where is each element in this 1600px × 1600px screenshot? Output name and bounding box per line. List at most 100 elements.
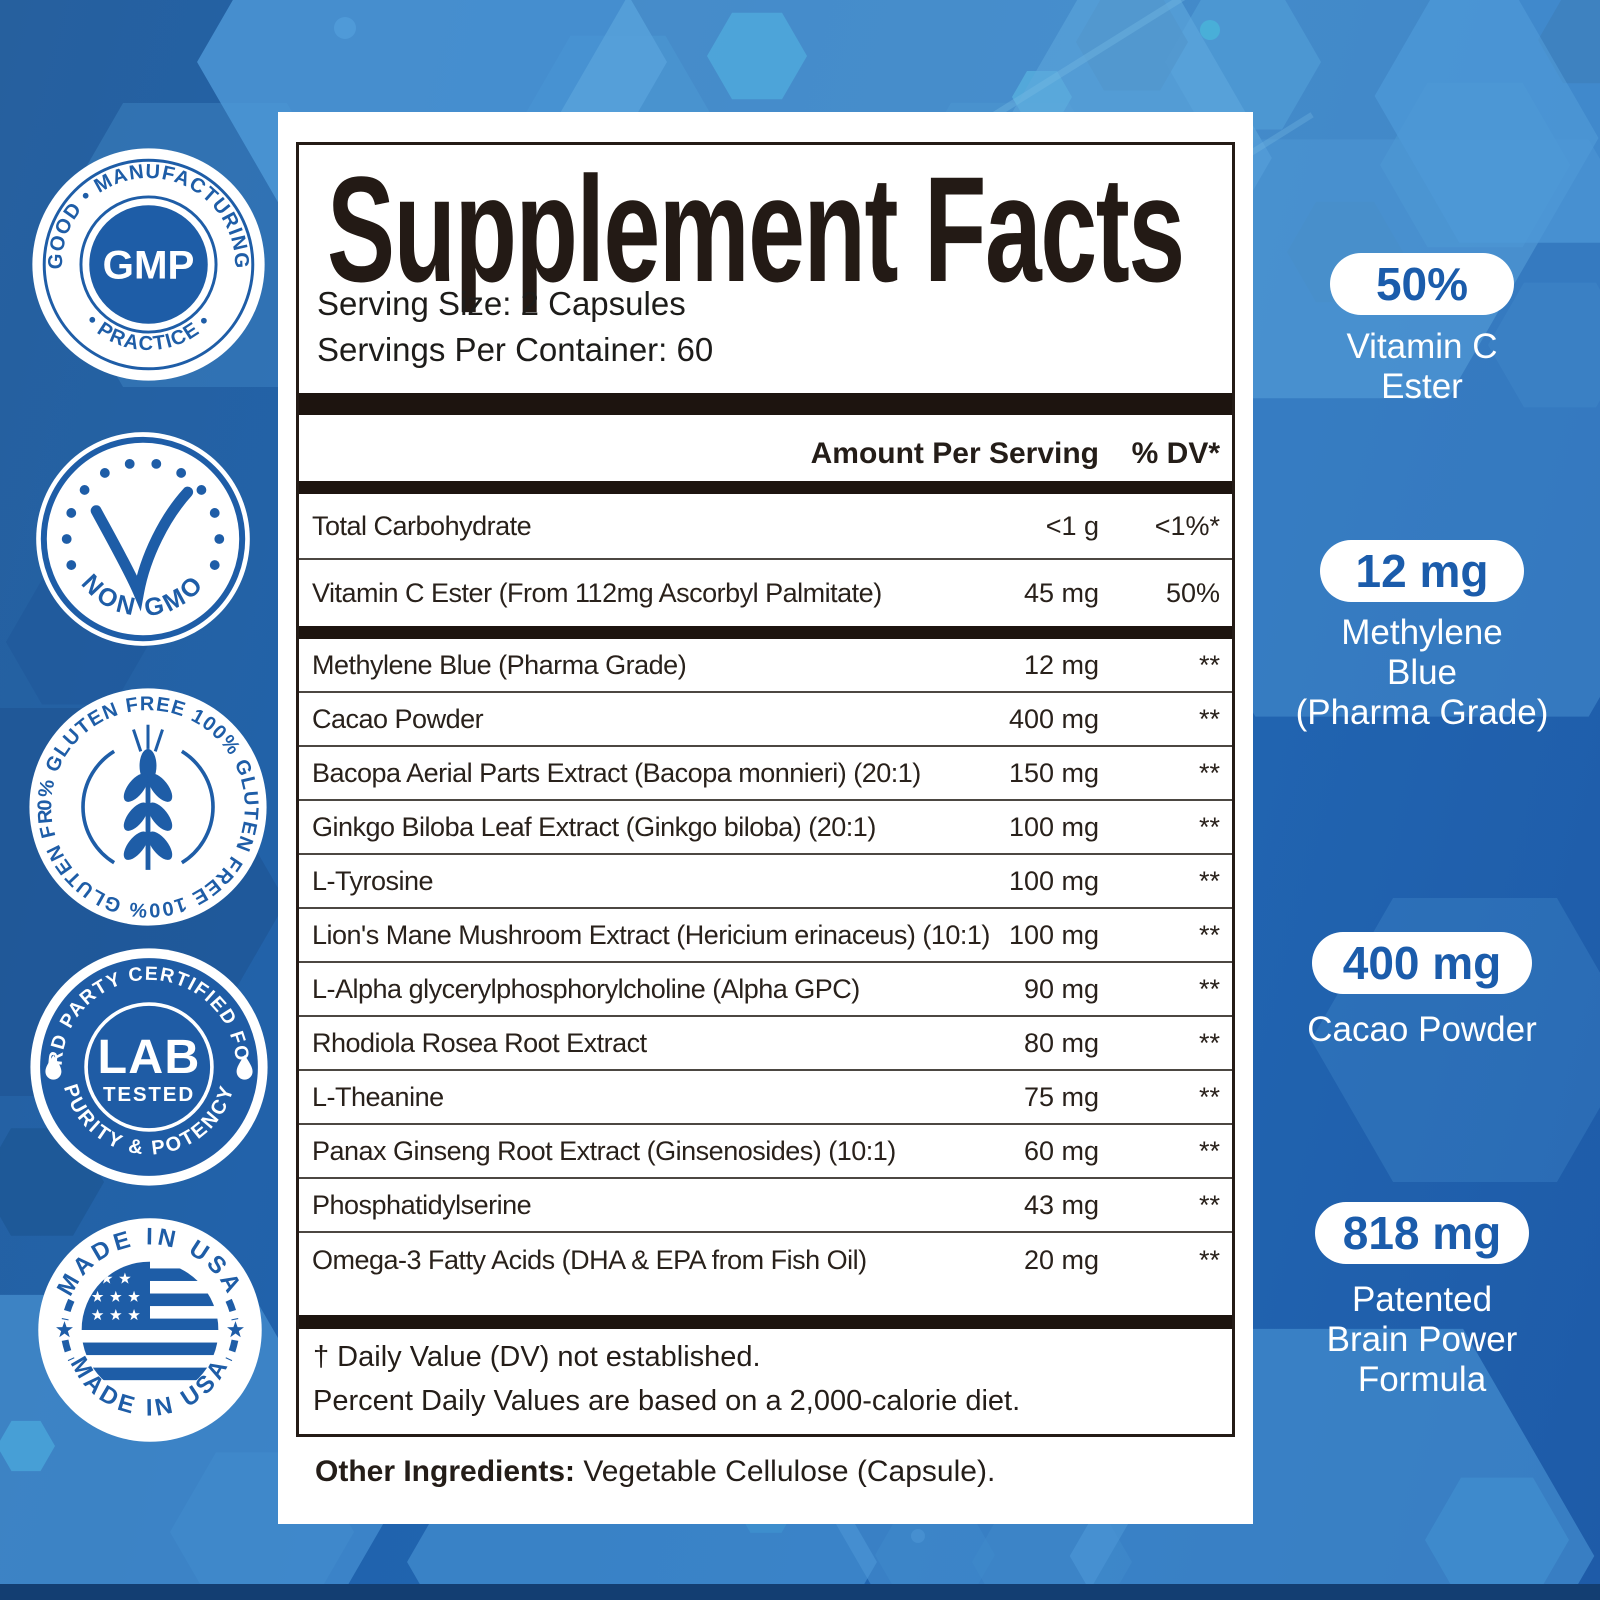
ingredient-amount: 400 mg: [1008, 703, 1099, 734]
table-row: L-Alpha glycerylphosphorylcholine (Alpha…: [299, 963, 1232, 1017]
lab-center-line2: TESTED: [103, 1083, 195, 1106]
made-in-usa-badge: MADE IN USA MADE IN USA: [36, 1216, 264, 1444]
table-row: Methylene Blue (Pharma Grade) 12 mg **: [299, 639, 1232, 693]
ingredient-name: L-Theanine: [312, 1081, 444, 1112]
table-row: Panax Ginseng Root Extract (Ginsenosides…: [299, 1125, 1232, 1179]
lab-center-line1: LAB: [97, 1030, 200, 1084]
ingredient-dv: **: [1198, 1135, 1220, 1166]
callout-label: Patented Brain Power Formula: [1326, 1280, 1518, 1399]
ingredient-name: Ginkgo Biloba Leaf Extract (Ginkgo bilob…: [312, 811, 876, 842]
ingredient-name: Bacopa Aerial Parts Extract (Bacopa monn…: [312, 757, 921, 788]
divider-bar: [299, 626, 1232, 639]
ingredient-name: Lion's Mane Mushroom Extract (Hericium e…: [312, 919, 990, 950]
nutrient-rows: Total Carbohydrate <1 g <1%* Vitamin C E…: [299, 494, 1232, 626]
other-ingredients-value: Vegetable Cellulose (Capsule).: [575, 1455, 996, 1488]
ingredient-amount: 90 mg: [1023, 973, 1099, 1004]
table-row: Total Carbohydrate <1 g <1%*: [299, 494, 1232, 560]
ingredient-name: L-Alpha glycerylphosphorylcholine (Alpha…: [312, 973, 860, 1004]
ingredient-dv: **: [1198, 811, 1220, 842]
table-row: L-Theanine 75 mg **: [299, 1071, 1232, 1125]
amount-per-serving-header: Amount Per Serving: [810, 437, 1099, 470]
facts-box: Supplement Facts Serving Size: 2 Capsule…: [296, 142, 1235, 1437]
dashed-arc: [61, 1298, 239, 1362]
gmp-center-text: GMP: [103, 243, 195, 288]
nutrient-name: Total Carbohydrate: [312, 510, 532, 541]
ingredient-dv: **: [1198, 1189, 1220, 1220]
callout-label: Methylene Blue (Pharma Grade): [1295, 613, 1549, 732]
callout-label: Cacao Powder: [1307, 1010, 1537, 1049]
facts-title: Supplement Facts: [327, 145, 1185, 313]
divider-bar-thick: [299, 1315, 1232, 1329]
gluten-free-badge: 100% GLUTEN FREE 100% GLUTEN FREE 100% G…: [27, 686, 269, 928]
table-row: Ginkgo Biloba Leaf Extract (Ginkgo bilob…: [299, 801, 1232, 855]
checkmark-icon: [90, 486, 194, 612]
ingredient-dv: **: [1198, 865, 1220, 896]
servings-per-container: Servings Per Container: 60: [317, 331, 714, 368]
callout-methylene-blue: 12 mg: [1272, 540, 1572, 602]
ingredient-dv: **: [1198, 919, 1220, 950]
footnote-dv: † Daily Value (DV) not established.: [313, 1341, 761, 1373]
wheat-icon: [123, 724, 173, 870]
ingredient-dv: **: [1198, 1081, 1220, 1112]
usa-flag-icon: [81, 1261, 219, 1399]
lab-tested-badge: 3RD PARTY CERTIFIED FOR PURITY & POTENCY…: [28, 946, 270, 1188]
ingredient-amount: 100 mg: [1008, 811, 1099, 842]
ingredient-name: Phosphatidylserine: [312, 1189, 532, 1220]
ingredient-amount: 100 mg: [1008, 865, 1099, 896]
footnote-calorie: Percent Daily Values are based on a 2,00…: [313, 1385, 1021, 1417]
nutrient-dv: <1%*: [1154, 510, 1220, 541]
table-row: Bacopa Aerial Parts Extract (Bacopa monn…: [299, 747, 1232, 801]
callout-cacao-powder: 400 mg: [1272, 932, 1572, 994]
serving-size: Serving Size: 2 Capsules: [317, 285, 686, 322]
non-gmo-badge: NON GMO: [34, 430, 252, 648]
table-row: L-Tyrosine 100 mg **: [299, 855, 1232, 909]
ingredient-amount: 20 mg: [1023, 1244, 1099, 1275]
table-row: Lion's Mane Mushroom Extract (Hericium e…: [299, 909, 1232, 963]
ingredient-name: L-Tyrosine: [312, 865, 434, 896]
ingredient-amount: 80 mg: [1023, 1027, 1099, 1058]
nutrient-amount: <1 g: [1045, 510, 1099, 541]
ingredient-amount: 60 mg: [1023, 1135, 1099, 1166]
nutrient-name: Vitamin C Ester (From 112mg Ascorbyl Pal…: [312, 577, 882, 608]
ingredient-dv: **: [1198, 1027, 1220, 1058]
ingredient-dv: **: [1198, 649, 1220, 680]
gmp-badge: GOOD • MANUFACTURING • PRACTICE • GMP: [30, 146, 267, 383]
table-row: Phosphatidylserine 43 mg **: [299, 1179, 1232, 1233]
ingredient-name: Rhodiola Rosea Root Extract: [312, 1027, 647, 1058]
callout-pill: 818 mg: [1315, 1202, 1529, 1264]
table-row: Rhodiola Rosea Root Extract 80 mg **: [299, 1017, 1232, 1071]
dotted-arc: [61, 458, 225, 570]
ingredient-amount: 43 mg: [1023, 1189, 1099, 1220]
table-row: Vitamin C Ester (From 112mg Ascorbyl Pal…: [299, 560, 1232, 626]
ingredient-rows: Methylene Blue (Pharma Grade) 12 mg ** C…: [299, 639, 1232, 1287]
ingredient-dv: **: [1198, 1244, 1220, 1275]
ingredient-amount: 150 mg: [1008, 757, 1099, 788]
other-ingredients: Other Ingredients: Vegetable Cellulose (…: [315, 1455, 995, 1489]
ingredient-dv: **: [1198, 973, 1220, 1004]
callout-vitamin-c: 50%: [1272, 253, 1572, 315]
table-row: Cacao Powder 400 mg **: [299, 693, 1232, 747]
callout-label: Vitamin C Ester: [1346, 327, 1498, 406]
facts-header-row: Amount Per Serving % DV*: [299, 437, 1232, 471]
callout-pill: 50%: [1330, 253, 1514, 315]
nutrient-dv: 50%: [1165, 577, 1220, 608]
divider-bar-thick: [299, 393, 1232, 415]
ingredient-name: Methylene Blue (Pharma Grade): [312, 649, 687, 680]
ingredient-amount: 12 mg: [1023, 649, 1099, 680]
divider-bar: [299, 481, 1232, 494]
dv-header: % DV*: [1131, 437, 1220, 470]
callout-pill: 400 mg: [1312, 932, 1532, 994]
callout-pill: 12 mg: [1320, 540, 1524, 602]
ingredient-amount: 75 mg: [1023, 1081, 1099, 1112]
nutrient-amount: 45 mg: [1023, 577, 1099, 608]
ingredient-name: Omega-3 Fatty Acids (DHA & EPA from Fish…: [312, 1244, 867, 1275]
ingredient-name: Panax Ginseng Root Extract (Ginsenosides…: [312, 1135, 896, 1166]
ingredient-name: Cacao Powder: [312, 703, 484, 734]
bottom-edge-strip: [0, 1584, 1600, 1600]
supplement-facts-panel: Supplement Facts Serving Size: 2 Capsule…: [278, 112, 1253, 1524]
callout-brain-formula: 818 mg: [1272, 1202, 1572, 1264]
ingredient-dv: **: [1198, 757, 1220, 788]
ingredient-dv: **: [1198, 703, 1220, 734]
table-row: Omega-3 Fatty Acids (DHA & EPA from Fish…: [299, 1233, 1232, 1287]
